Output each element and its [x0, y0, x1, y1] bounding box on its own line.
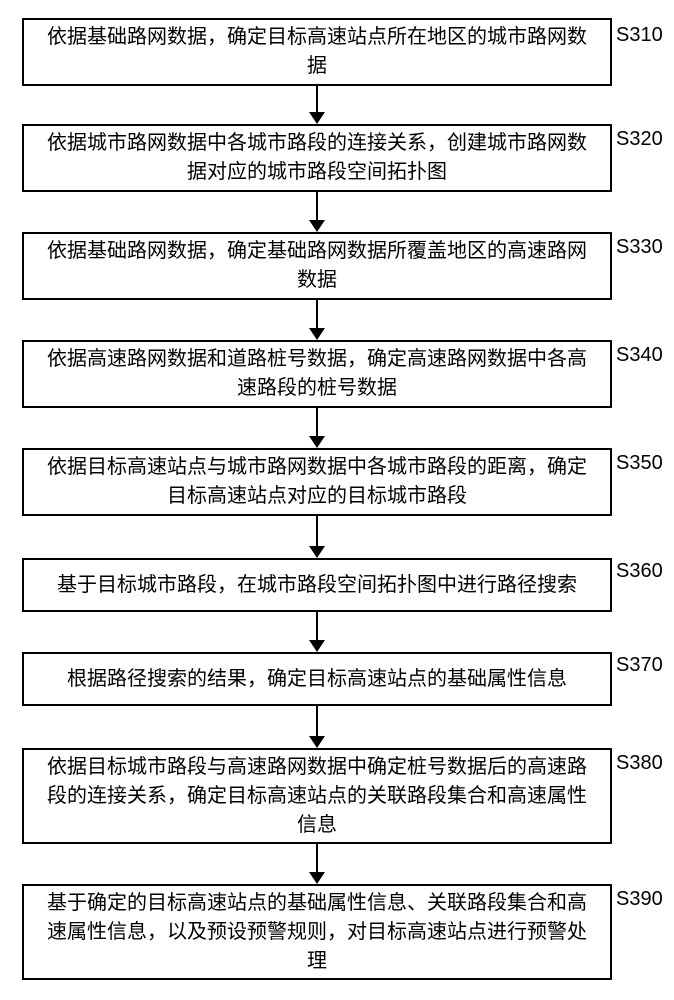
flow-step-text: 根据路径搜索的结果，确定目标高速站点的基础属性信息: [67, 665, 567, 694]
flow-step-text: 依据城市路网数据中各城市路段的连接关系，创建城市路网数据对应的城市路段空间拓扑图: [38, 129, 596, 187]
flow-arrow-head-icon: [309, 220, 325, 232]
flow-step-S310: 依据基础路网数据，确定目标高速站点所在地区的城市路网数据: [22, 18, 612, 86]
flow-arrow-line: [316, 86, 318, 112]
flow-step-label: S350: [616, 452, 663, 475]
flow-step-label: S330: [616, 236, 663, 259]
flow-step-text: 依据目标城市路段与高速路网数据中确定桩号数据后的高速路段的连接关系，确定目标高速…: [38, 753, 596, 840]
flow-arrow-head-icon: [309, 736, 325, 748]
flow-step-label: S340: [616, 344, 663, 367]
flow-step-label: S310: [616, 24, 663, 47]
flow-step-S340: 依据高速路网数据和道路桩号数据，确定高速路网数据中各高速路段的桩号数据: [22, 340, 612, 408]
flow-step-text: 基于确定的目标高速站点的基础属性信息、关联路段集合和高速属性信息，以及预设预警规…: [38, 889, 596, 976]
flow-step-label: S360: [616, 560, 663, 583]
flow-arrow-head-icon: [309, 112, 325, 124]
flow-step-text: 依据高速路网数据和道路桩号数据，确定高速路网数据中各高速路段的桩号数据: [38, 345, 596, 403]
flow-step-S380: 依据目标城市路段与高速路网数据中确定桩号数据后的高速路段的连接关系，确定目标高速…: [22, 748, 612, 844]
flow-step-S390: 基于确定的目标高速站点的基础属性信息、关联路段集合和高速属性信息，以及预设预警规…: [22, 884, 612, 980]
flow-arrow-head-icon: [309, 328, 325, 340]
flow-step-text: 依据基础路网数据，确定基础路网数据所覆盖地区的高速路网数据: [38, 237, 596, 295]
flow-step-text: 基于目标城市路段，在城市路段空间拓扑图中进行路径搜索: [57, 571, 577, 600]
flow-step-S330: 依据基础路网数据，确定基础路网数据所覆盖地区的高速路网数据: [22, 232, 612, 300]
flow-arrow-head-icon: [309, 872, 325, 884]
flow-step-S370: 根据路径搜索的结果，确定目标高速站点的基础属性信息: [22, 652, 612, 706]
flow-arrow-head-icon: [309, 546, 325, 558]
flow-arrow-line: [316, 612, 318, 640]
flow-arrow-line: [316, 192, 318, 220]
flow-step-label: S380: [616, 752, 663, 775]
flow-arrow-line: [316, 408, 318, 436]
flow-step-text: 依据基础路网数据，确定目标高速站点所在地区的城市路网数据: [38, 23, 596, 81]
flow-arrow-line: [316, 844, 318, 872]
flow-arrow-head-icon: [309, 436, 325, 448]
flow-step-S320: 依据城市路网数据中各城市路段的连接关系，创建城市路网数据对应的城市路段空间拓扑图: [22, 124, 612, 192]
flow-step-label: S390: [616, 888, 663, 911]
flow-step-label: S320: [616, 128, 663, 151]
flow-arrow-head-icon: [309, 640, 325, 652]
flowchart: 依据基础路网数据，确定目标高速站点所在地区的城市路网数据 S310 依据城市路网数据…: [0, 0, 674, 1000]
flow-step-label: S370: [616, 654, 663, 677]
flow-arrow-line: [316, 300, 318, 328]
flow-step-text: 依据目标高速站点与城市路网数据中各城市路段的距离，确定目标高速站点对应的目标城市…: [38, 453, 596, 511]
flow-arrow-line: [316, 706, 318, 736]
flow-step-S350: 依据目标高速站点与城市路网数据中各城市路段的距离，确定目标高速站点对应的目标城市…: [22, 448, 612, 516]
flow-step-S360: 基于目标城市路段，在城市路段空间拓扑图中进行路径搜索: [22, 558, 612, 612]
flow-arrow-line: [316, 516, 318, 546]
